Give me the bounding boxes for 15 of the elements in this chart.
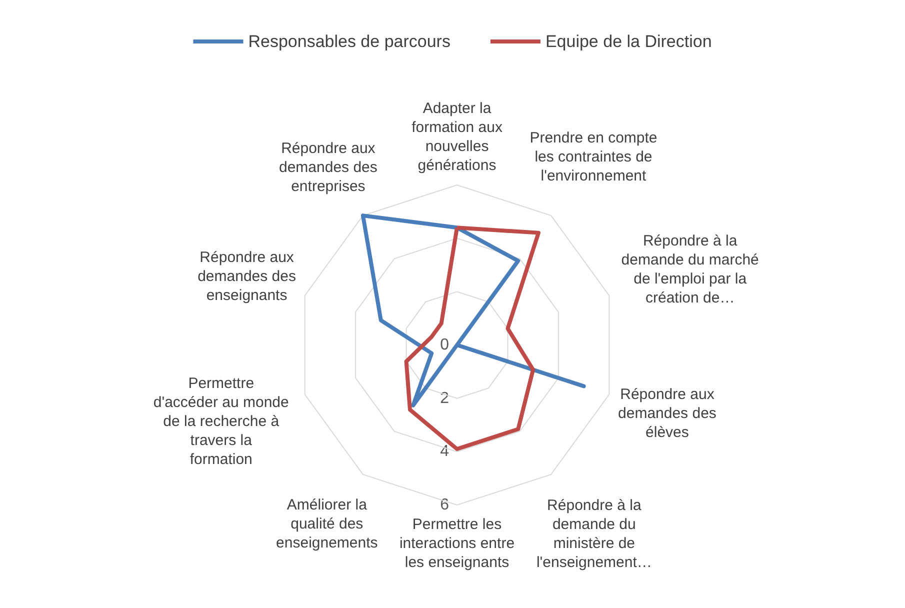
- spoke-label: Répondre à la demande du ministère de l'enseignement…: [536, 496, 652, 571]
- spoke-label: Permettre les interactions entre les enseignants: [399, 516, 515, 571]
- spoke-label: Répondre aux demandes des entreprises: [278, 140, 378, 196]
- spoke-label: Répondre à la demande du marché de l'emploi par la création de…: [621, 232, 759, 306]
- spoke-label: Répondre aux demandes des élèves: [618, 386, 716, 441]
- legend-label: Responsables de parcours: [248, 32, 450, 51]
- y-tick-label: 0: [440, 336, 450, 354]
- spoke-label: Répondre aux demandes des enseignants: [198, 249, 296, 304]
- spoke-label: Améliorer la qualité des enseignements: [276, 496, 378, 552]
- legend-label: Equipe de la Direction: [545, 32, 712, 51]
- y-tick-label: 6: [440, 496, 450, 514]
- spoke-label: Prendre en compte les contraintes de l'environnement: [530, 130, 658, 185]
- spoke-label: Adapter la formation aux nouvelles générations: [412, 100, 503, 174]
- y-tick-label: 4: [440, 443, 450, 460]
- spoke-label: Permettre d'accéder au monde de la recherche à travers la formation: [153, 375, 289, 468]
